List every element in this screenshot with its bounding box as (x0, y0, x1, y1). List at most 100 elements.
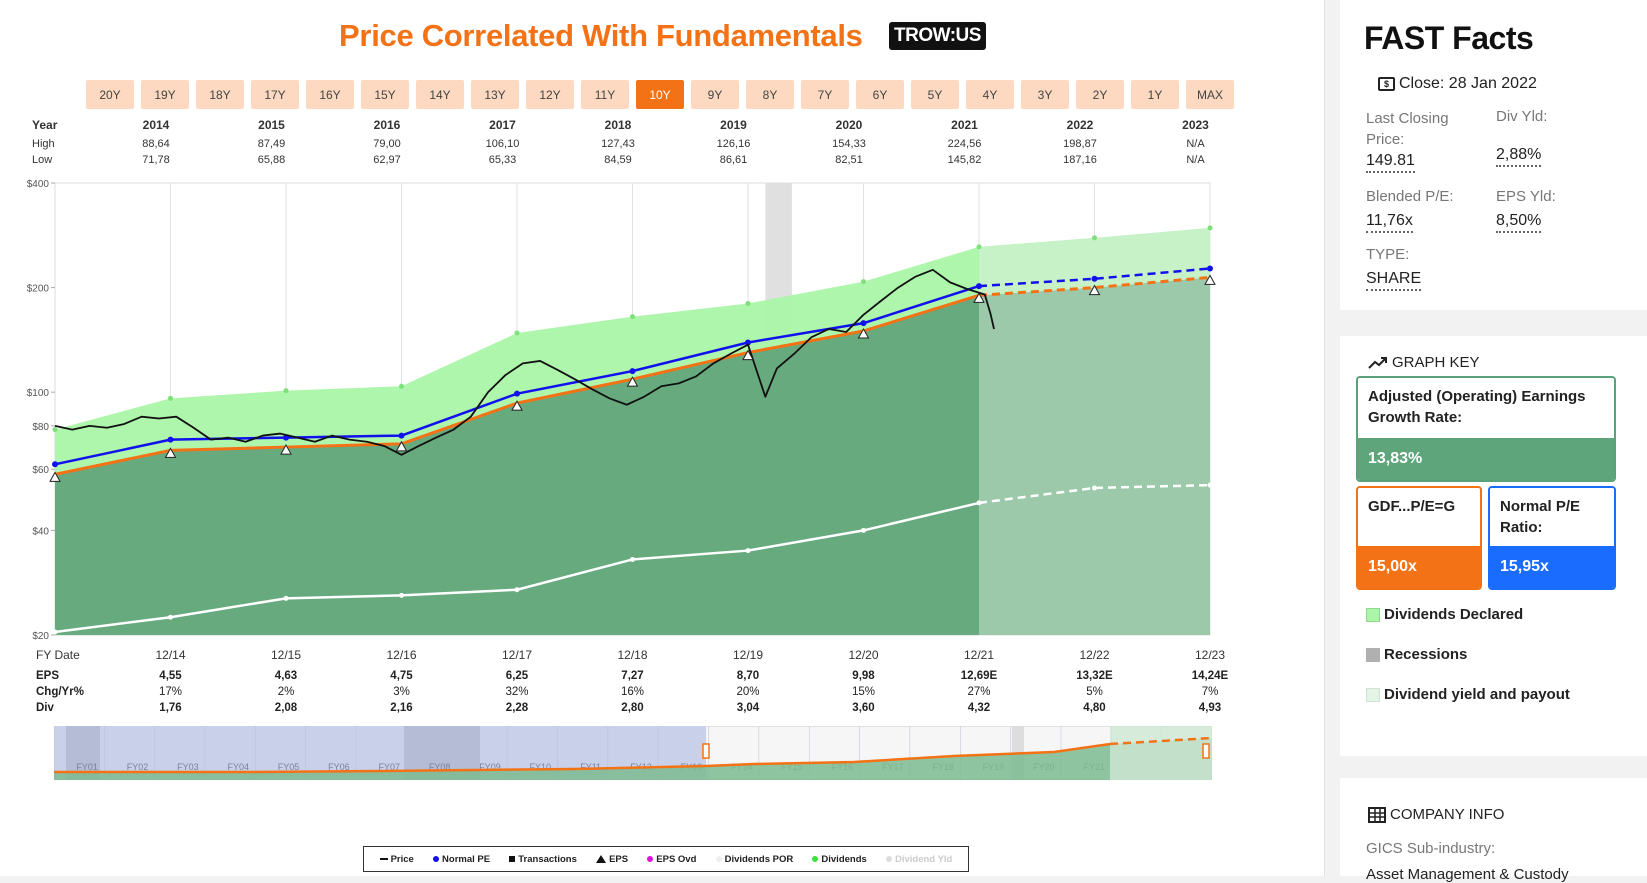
fundamentals-chart[interactable]: $20 $40 $60 $80 $100 $200 $400 (0, 178, 1325, 648)
period-button-3y[interactable]: 3Y (1021, 80, 1069, 109)
dividend-yield-point (630, 556, 635, 562)
eps-yld-label: EPS Yld: (1496, 188, 1556, 205)
navigator-label: FY05 (278, 762, 300, 772)
year-table-high-cell: 224,56 (947, 138, 982, 150)
period-button-19y[interactable]: 19Y (141, 80, 189, 109)
period-button-6y[interactable]: 6Y (856, 80, 904, 109)
navigator-handle[interactable] (1202, 743, 1210, 759)
year-table-low-cell: 82,51 (835, 154, 863, 166)
table-chg-cell: 27% (967, 686, 991, 698)
period-button-11y[interactable]: 11Y (581, 80, 629, 109)
last-closing-label: Last Closing Price: (1366, 110, 1449, 148)
table-chg-cell: 2% (277, 686, 295, 698)
blended-pe-value[interactable]: 11,76x (1366, 212, 1413, 233)
table-div-cell: 4,32 (967, 702, 991, 714)
y-tick-label: $200 (27, 284, 50, 295)
period-button-13y[interactable]: 13Y (471, 80, 519, 109)
table-div-cell: 2,80 (621, 702, 644, 714)
period-button-15y[interactable]: 15Y (361, 80, 409, 109)
div-yld-label: Div Yld: (1496, 108, 1548, 125)
fy-date-cell: 12/17 (501, 648, 533, 662)
legend-transactions[interactable]: Transactions (509, 854, 577, 865)
period-button-10y[interactable]: 10Y (636, 80, 684, 109)
year-table-year-cell: 2016 (373, 118, 401, 132)
table-div-cell: 3,60 (852, 702, 875, 714)
table-chg-cell: 17% (158, 686, 183, 698)
div-yld-value[interactable]: 2,88% (1496, 146, 1542, 167)
period-button-1y[interactable]: 1Y (1131, 80, 1179, 109)
year-table-high-label: High (32, 138, 55, 150)
period-button-4y[interactable]: 4Y (966, 80, 1014, 109)
year-table-high-cell: 127,43 (601, 138, 635, 150)
chart-legend: Price Normal PE Transactions EPS EPS Ovd… (363, 846, 969, 872)
period-button-17y[interactable]: 17Y (251, 80, 299, 109)
table-eps-cell: 13,32E (1076, 670, 1113, 682)
table-chg-cell: 7% (1201, 686, 1219, 698)
navigator-eps-forecast-line (1109, 736, 1212, 746)
eps-yld-value[interactable]: 8,50% (1496, 212, 1542, 233)
table-chg-cell: 16% (620, 686, 645, 698)
key-recessions: Recessions (1366, 646, 1467, 663)
normal-pe-point (745, 339, 751, 346)
range-navigator[interactable]: FY01 FY02 FY03 FY04 FY05 FY06 FY07 FY08 FY09 FY10… (54, 726, 1212, 780)
legend-normal-pe[interactable]: Normal PE (433, 854, 490, 865)
period-button-7y[interactable]: 7Y (801, 80, 849, 109)
last-closing-value[interactable]: 149.81 (1366, 152, 1415, 173)
legend-eps-ovd[interactable]: EPS Ovd (647, 854, 696, 865)
legend-dividends[interactable]: Dividends (812, 854, 867, 865)
table-chg-cell: 20% (736, 686, 760, 698)
period-button-16y[interactable]: 16Y (306, 80, 354, 109)
eps-marker (742, 349, 754, 361)
table-div-cell: 3,04 (736, 702, 760, 714)
fy-date-cell: 12/15 (270, 648, 302, 662)
building-icon (1368, 806, 1386, 823)
key-dividends-declared: Dividends Declared (1366, 606, 1523, 623)
price-line (54, 268, 995, 456)
fy-date-cell: 12/21 (963, 648, 995, 662)
normal-pe-point (1207, 265, 1213, 272)
type-value[interactable]: SHARE (1366, 270, 1422, 291)
legend-dividend-yld[interactable]: Dividend Yld (885, 854, 952, 865)
normal-pe-point (976, 283, 982, 290)
y-tick-label: $60 (32, 465, 49, 476)
period-button-9y[interactable]: 9Y (691, 80, 739, 109)
dividend-yield-point (1207, 482, 1213, 488)
legend-eps[interactable]: EPS (596, 854, 628, 865)
dividends-point (1092, 235, 1097, 241)
chart-panel: Price Correlated With Fundamentals TROW:… (0, 0, 1325, 876)
legend-price[interactable]: Price (379, 854, 414, 865)
year-table-low-label: Low (32, 154, 53, 166)
navigator-label: FY02 (127, 762, 149, 772)
period-button-18y[interactable]: 18Y (196, 80, 244, 109)
period-button-8y[interactable]: 8Y (746, 80, 794, 109)
table-chg-cell: 32% (505, 686, 529, 698)
table-eps-cell: 4,75 (390, 670, 413, 682)
navigator-handle[interactable] (702, 743, 710, 759)
year-high-low-table: Year 2014 2015 2016 2017 2018 2019 2020 2021 2022… (0, 118, 1325, 168)
dividend-yield-point (745, 548, 751, 554)
growth-rate-label: Adjusted (Operating) Earnings Growth Rat… (1358, 378, 1614, 436)
y-tick-label: $20 (32, 631, 49, 642)
table-div-cell: 1,76 (159, 702, 182, 714)
year-table-high-cell: 198,87 (1063, 138, 1097, 150)
period-button-12y[interactable]: 12Y (526, 80, 574, 109)
period-button-5y[interactable]: 5Y (911, 80, 959, 109)
eps-marker (49, 471, 61, 482)
period-button-2y[interactable]: 2Y (1076, 80, 1124, 109)
table-div-label: Div (36, 702, 54, 714)
eps-marker (164, 447, 177, 458)
year-table-year-cell: 2015 (258, 118, 285, 132)
navigator-label: FY11 (580, 762, 601, 772)
eps-marker (395, 440, 408, 452)
period-button-20y[interactable]: 20Y (86, 80, 134, 109)
year-table-high-cell: 106,10 (485, 138, 520, 150)
period-button-max[interactable]: MAX (1186, 80, 1234, 109)
table-chg-cell: 5% (1086, 686, 1103, 698)
navigator-eps-line (54, 742, 1111, 774)
legend-dividends-por[interactable]: Dividends POR (715, 854, 793, 865)
navigator-label: FY08 (429, 762, 451, 772)
period-button-14y[interactable]: 14Y (416, 80, 464, 109)
navigator-label: FY03 (177, 762, 199, 772)
navigator-label: FY10 (530, 762, 552, 772)
dividends-point (168, 395, 173, 401)
